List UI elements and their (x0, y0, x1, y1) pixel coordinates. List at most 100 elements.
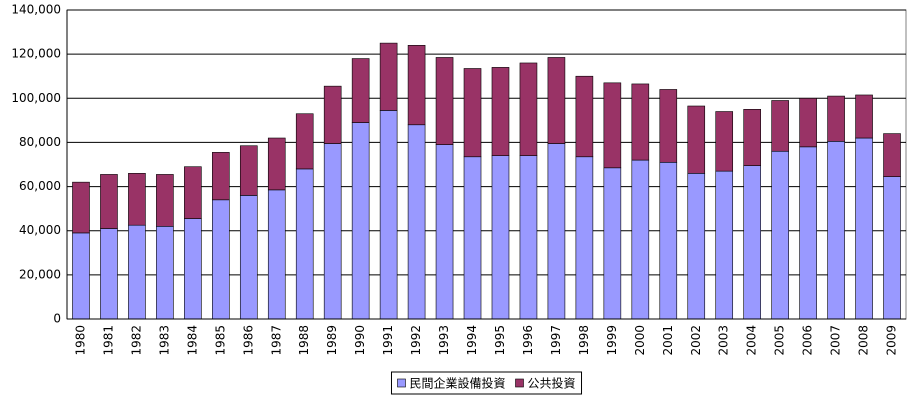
bar-segment (72, 232, 90, 320)
x-tick-label: 1984 (185, 325, 199, 356)
legend-label: 民間企業設備投資 (409, 376, 505, 391)
bar-segment (323, 143, 342, 320)
x-tick-label: 1994 (465, 325, 479, 356)
x-tick-label: 1981 (101, 325, 115, 356)
bar-segment (212, 199, 230, 320)
x-tick-label: 1980 (73, 325, 87, 356)
x-tick-label: 1987 (269, 325, 283, 356)
bar-segment (351, 122, 370, 320)
bar-segment (435, 144, 454, 320)
bar-segment (715, 170, 734, 320)
y-tick-label: 60,000 (19, 179, 61, 193)
bar-segment (128, 173, 146, 226)
bar-segment (156, 226, 174, 320)
bar-segment (883, 133, 901, 177)
legend-swatch (397, 378, 406, 388)
y-tick-label: 80,000 (19, 135, 61, 149)
bar-segment (743, 165, 761, 320)
x-tick-label: 1991 (381, 325, 395, 356)
bar-segment (855, 137, 873, 320)
bar-segment (855, 94, 873, 139)
bar-segment (463, 156, 482, 320)
bar-segment (407, 124, 426, 320)
bar-segment (575, 75, 594, 158)
bar-segment (603, 167, 622, 320)
y-tick-label: 100,000 (11, 91, 61, 105)
bar-segment (267, 189, 286, 320)
x-tick-label: 1988 (297, 325, 311, 356)
bar-segment (407, 45, 426, 126)
bar-segment (715, 111, 734, 172)
x-tick-label: 2000 (633, 325, 647, 356)
bar-segment (519, 155, 538, 320)
bar-segment (128, 224, 146, 320)
bar-segment (267, 137, 286, 191)
bar-segment (603, 82, 622, 169)
bar-segment (295, 113, 314, 170)
bar-segment (72, 181, 90, 234)
bar-segment (547, 57, 566, 144)
legend-box (390, 371, 583, 395)
bar-segment (827, 141, 845, 320)
bar-segment (239, 145, 258, 196)
bar-segment (771, 100, 789, 152)
x-tick-label: 1998 (577, 325, 591, 356)
x-tick-label: 2002 (689, 325, 703, 356)
bar-segment (379, 42, 398, 111)
x-tick-label: 1986 (241, 325, 255, 356)
bar-segment (212, 152, 230, 201)
bar-segment (351, 58, 370, 123)
bar-segment (239, 195, 258, 320)
bar-segment (883, 176, 901, 320)
bar-segment (100, 228, 118, 320)
bar-segment (491, 67, 510, 156)
bar-segment (687, 105, 706, 174)
legend-swatch (515, 378, 524, 388)
x-tick-label: 1999 (605, 325, 619, 356)
bar-segment (687, 173, 706, 320)
bar-segment (631, 83, 650, 161)
bar-segment (379, 110, 398, 320)
y-tick-label: 140,000 (11, 3, 61, 17)
x-tick-label: 1989 (325, 325, 339, 356)
bar-segment (743, 109, 761, 166)
bar-segment (184, 218, 202, 320)
x-tick-label: 2007 (829, 325, 843, 356)
x-tick-label: 1993 (437, 325, 451, 356)
x-tick-label: 1995 (493, 325, 507, 356)
bar-segment (519, 62, 538, 156)
bar-segment (771, 150, 789, 320)
bar-segment (491, 155, 510, 320)
x-tick-label: 2009 (885, 325, 899, 356)
x-tick-label: 2008 (857, 325, 871, 356)
bar-segment (184, 166, 202, 219)
x-tick-label: 1992 (409, 325, 423, 356)
plot-area (66, 9, 907, 320)
bar-segment (156, 174, 174, 227)
bar-segment (463, 68, 482, 158)
bar-segment (799, 97, 817, 148)
bar-segment (659, 89, 678, 163)
bar-segment (575, 156, 594, 320)
x-tick-label: 2004 (745, 325, 759, 356)
x-tick-label: 1997 (549, 325, 563, 356)
legend: 民間企業設備投資 公共投資 (390, 371, 583, 395)
bar-segment (295, 168, 314, 320)
bar-segment (547, 143, 566, 320)
x-tick-label: 2006 (801, 325, 815, 356)
y-tick-label: 120,000 (11, 47, 61, 61)
x-tick-label: 1990 (353, 325, 367, 356)
x-tick-label: 1982 (129, 325, 143, 356)
legend-label: 公共投資 (528, 376, 576, 391)
x-tick-label: 2005 (773, 325, 787, 356)
bar-segment (827, 95, 845, 142)
bar-segment (799, 146, 817, 320)
x-tick-label: 1985 (213, 325, 227, 356)
bar-segment (659, 161, 678, 320)
x-tick-label: 1983 (157, 325, 171, 356)
bar-segment (435, 57, 454, 145)
bar-segment (631, 159, 650, 320)
bar-segment (323, 85, 342, 144)
bar-segment (100, 174, 118, 229)
